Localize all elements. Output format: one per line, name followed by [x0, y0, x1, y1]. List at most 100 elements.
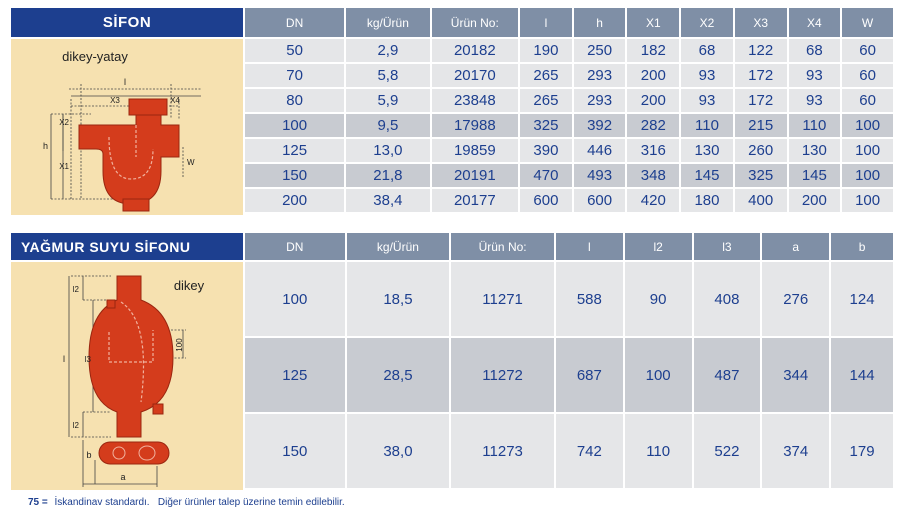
- sifon-cell: 145: [681, 164, 733, 187]
- sifon-cell: 80: [245, 89, 345, 112]
- yagmur-pipe-shape: [88, 275, 174, 465]
- sifon-dim-x2: X2: [59, 118, 69, 127]
- sifon-cell: 293: [573, 89, 626, 112]
- sifon-cell: 130: [681, 139, 733, 162]
- sifon-cell: 250: [573, 39, 626, 62]
- yagmur-cell: 100: [245, 262, 345, 336]
- sifon-cell: 470: [520, 164, 572, 187]
- sifon-caption: dikey-yatay: [62, 49, 128, 64]
- sifon-cell: 60: [842, 39, 893, 62]
- yagmur-col-header: a: [762, 233, 830, 260]
- sifon-cell: 68: [681, 39, 733, 62]
- yagmur-cell: 11272: [451, 338, 554, 412]
- sifon-table-row: 70 5,8 20170 265 293 200 93 172 93 60: [245, 64, 893, 87]
- yagmur-cell: 125: [245, 338, 345, 412]
- footnote-mark: 75 =: [28, 497, 48, 508]
- yagmur-dim-l3: l3: [85, 355, 92, 364]
- sifon-cell: 93: [788, 64, 841, 87]
- sifon-cell: 20177: [431, 189, 519, 212]
- sifon-cell: 122: [734, 39, 787, 62]
- sifon-col-header: l: [520, 8, 572, 37]
- sifon-cell: 68: [788, 39, 841, 62]
- yagmur-cell: 110: [624, 414, 692, 488]
- sifon-cell: 20170: [431, 64, 519, 87]
- sifon-cell: 50: [245, 39, 345, 62]
- sifon-cell: 125: [245, 139, 345, 162]
- sifon-dim-l: l: [124, 77, 126, 87]
- sifon-table-row: 100 9,5 17988 325 392 282 110 215 110 100: [245, 114, 893, 137]
- sifon-cell: 38,4: [346, 189, 430, 212]
- sifon-cell: 172: [734, 89, 787, 112]
- sifon-cell: 100: [842, 164, 893, 187]
- sifon-cell: 316: [627, 139, 680, 162]
- sifon-cell: 100: [842, 189, 893, 212]
- sifon-pipe-shape: [78, 98, 180, 212]
- sifon-cell: 150: [245, 164, 345, 187]
- sifon-cell: 17988: [431, 114, 519, 137]
- sifon-col-header: kg/Ürün: [346, 8, 430, 37]
- yagmur-dim-l2-bottom: l2: [73, 421, 80, 430]
- sifon-body: 50 2,9 20182 190 250 182 68 122 68 60 70 5,8 20170 26…: [245, 39, 893, 212]
- yagmur-dim-100: 100: [175, 338, 184, 352]
- sifon-cell: 60: [842, 64, 893, 87]
- sifon-cell: 9,5: [346, 114, 430, 137]
- sifon-cell: 392: [573, 114, 626, 137]
- yagmur-diagram: dikey: [63, 275, 205, 487]
- sifon-cell: 325: [520, 114, 572, 137]
- sifon-cell: 172: [734, 64, 787, 87]
- yagmur-cell: 179: [831, 414, 893, 488]
- sifon-table-row: 50 2,9 20182 190 250 182 68 122 68 60: [245, 39, 893, 62]
- sifon-table-row: 125 13,0 19859 390 446 316 130 260 130 100: [245, 139, 893, 162]
- sifon-cell: 325: [734, 164, 787, 187]
- sifon-cell: 70: [245, 64, 345, 87]
- sifon-cell: 348: [627, 164, 680, 187]
- sifon-cell: 265: [520, 64, 572, 87]
- yagmur-table-row: 150 38,0 11273 742 110 522 374 179: [245, 414, 893, 488]
- sifon-header-row: DN kg/Ürün Ürün No: l h X1 X2 X3 X4 W: [245, 8, 893, 37]
- sifon-cell: 390: [520, 139, 572, 162]
- yagmur-cell: 11273: [451, 414, 554, 488]
- yagmur-cell: 150: [245, 414, 345, 488]
- yagmur-table-row: 100 18,5 11271 588 90 408 276 124: [245, 262, 893, 336]
- yagmur-col-header: l3: [693, 233, 761, 260]
- yagmur-header-row: DN kg/Ürün Ürün No: l l2 l3 a b: [245, 233, 893, 260]
- yagmur-cell: 344: [762, 338, 830, 412]
- sifon-cell: 110: [788, 114, 841, 137]
- yagmur-dim-l2-top: l2: [73, 285, 80, 294]
- sifon-cell: 180: [681, 189, 733, 212]
- sifon-cell: 200: [627, 64, 680, 87]
- sifon-dim-h: h: [43, 141, 48, 151]
- sifon-table-row: 150 21,8 20191 470 493 348 145 325 145 100: [245, 164, 893, 187]
- yagmur-col-header: DN: [245, 233, 345, 260]
- sifon-cell: 260: [734, 139, 787, 162]
- sifon-cell: 190: [520, 39, 572, 62]
- yagmur-col-header: Ürün No:: [451, 233, 554, 260]
- sifon-cell: 400: [734, 189, 787, 212]
- yagmur-title: YAĞMUR SUYU SİFONU: [11, 233, 243, 260]
- yagmur-dim-l: l: [63, 354, 65, 364]
- sifon-dim-x1: X1: [59, 162, 69, 171]
- sifon-cell: 5,8: [346, 64, 430, 87]
- sifon-cell: 5,9: [346, 89, 430, 112]
- sifon-cell: 600: [573, 189, 626, 212]
- yagmur-cell: 276: [762, 262, 830, 336]
- sifon-cell: 100: [842, 139, 893, 162]
- sifon-table-row: 80 5,9 23848 265 293 200 93 172 93 60: [245, 89, 893, 112]
- sifon-cell: 600: [520, 189, 572, 212]
- yagmur-cell: 100: [624, 338, 692, 412]
- yagmur-col-header: b: [831, 233, 893, 260]
- sifon-cell: 20191: [431, 164, 519, 187]
- yagmur-dim-a: a: [120, 472, 125, 482]
- sifon-title: SİFON: [11, 8, 243, 37]
- sifon-cell: 215: [734, 114, 787, 137]
- yagmur-col-header: l: [555, 233, 623, 260]
- sifon-cell: 60: [842, 89, 893, 112]
- yagmur-cell: 90: [624, 262, 692, 336]
- sifon-cell: 200: [788, 189, 841, 212]
- yagmur-cell: 38,0: [346, 414, 450, 488]
- sifon-col-header: X3: [734, 8, 787, 37]
- sifon-cell: 130: [788, 139, 841, 162]
- sifon-table: DN kg/Ürün Ürün No: l h X1 X2 X3 X4 W 50 2,9 20182 1…: [243, 6, 895, 214]
- sifon-cell: 265: [520, 89, 572, 112]
- sifon-cell: 493: [573, 164, 626, 187]
